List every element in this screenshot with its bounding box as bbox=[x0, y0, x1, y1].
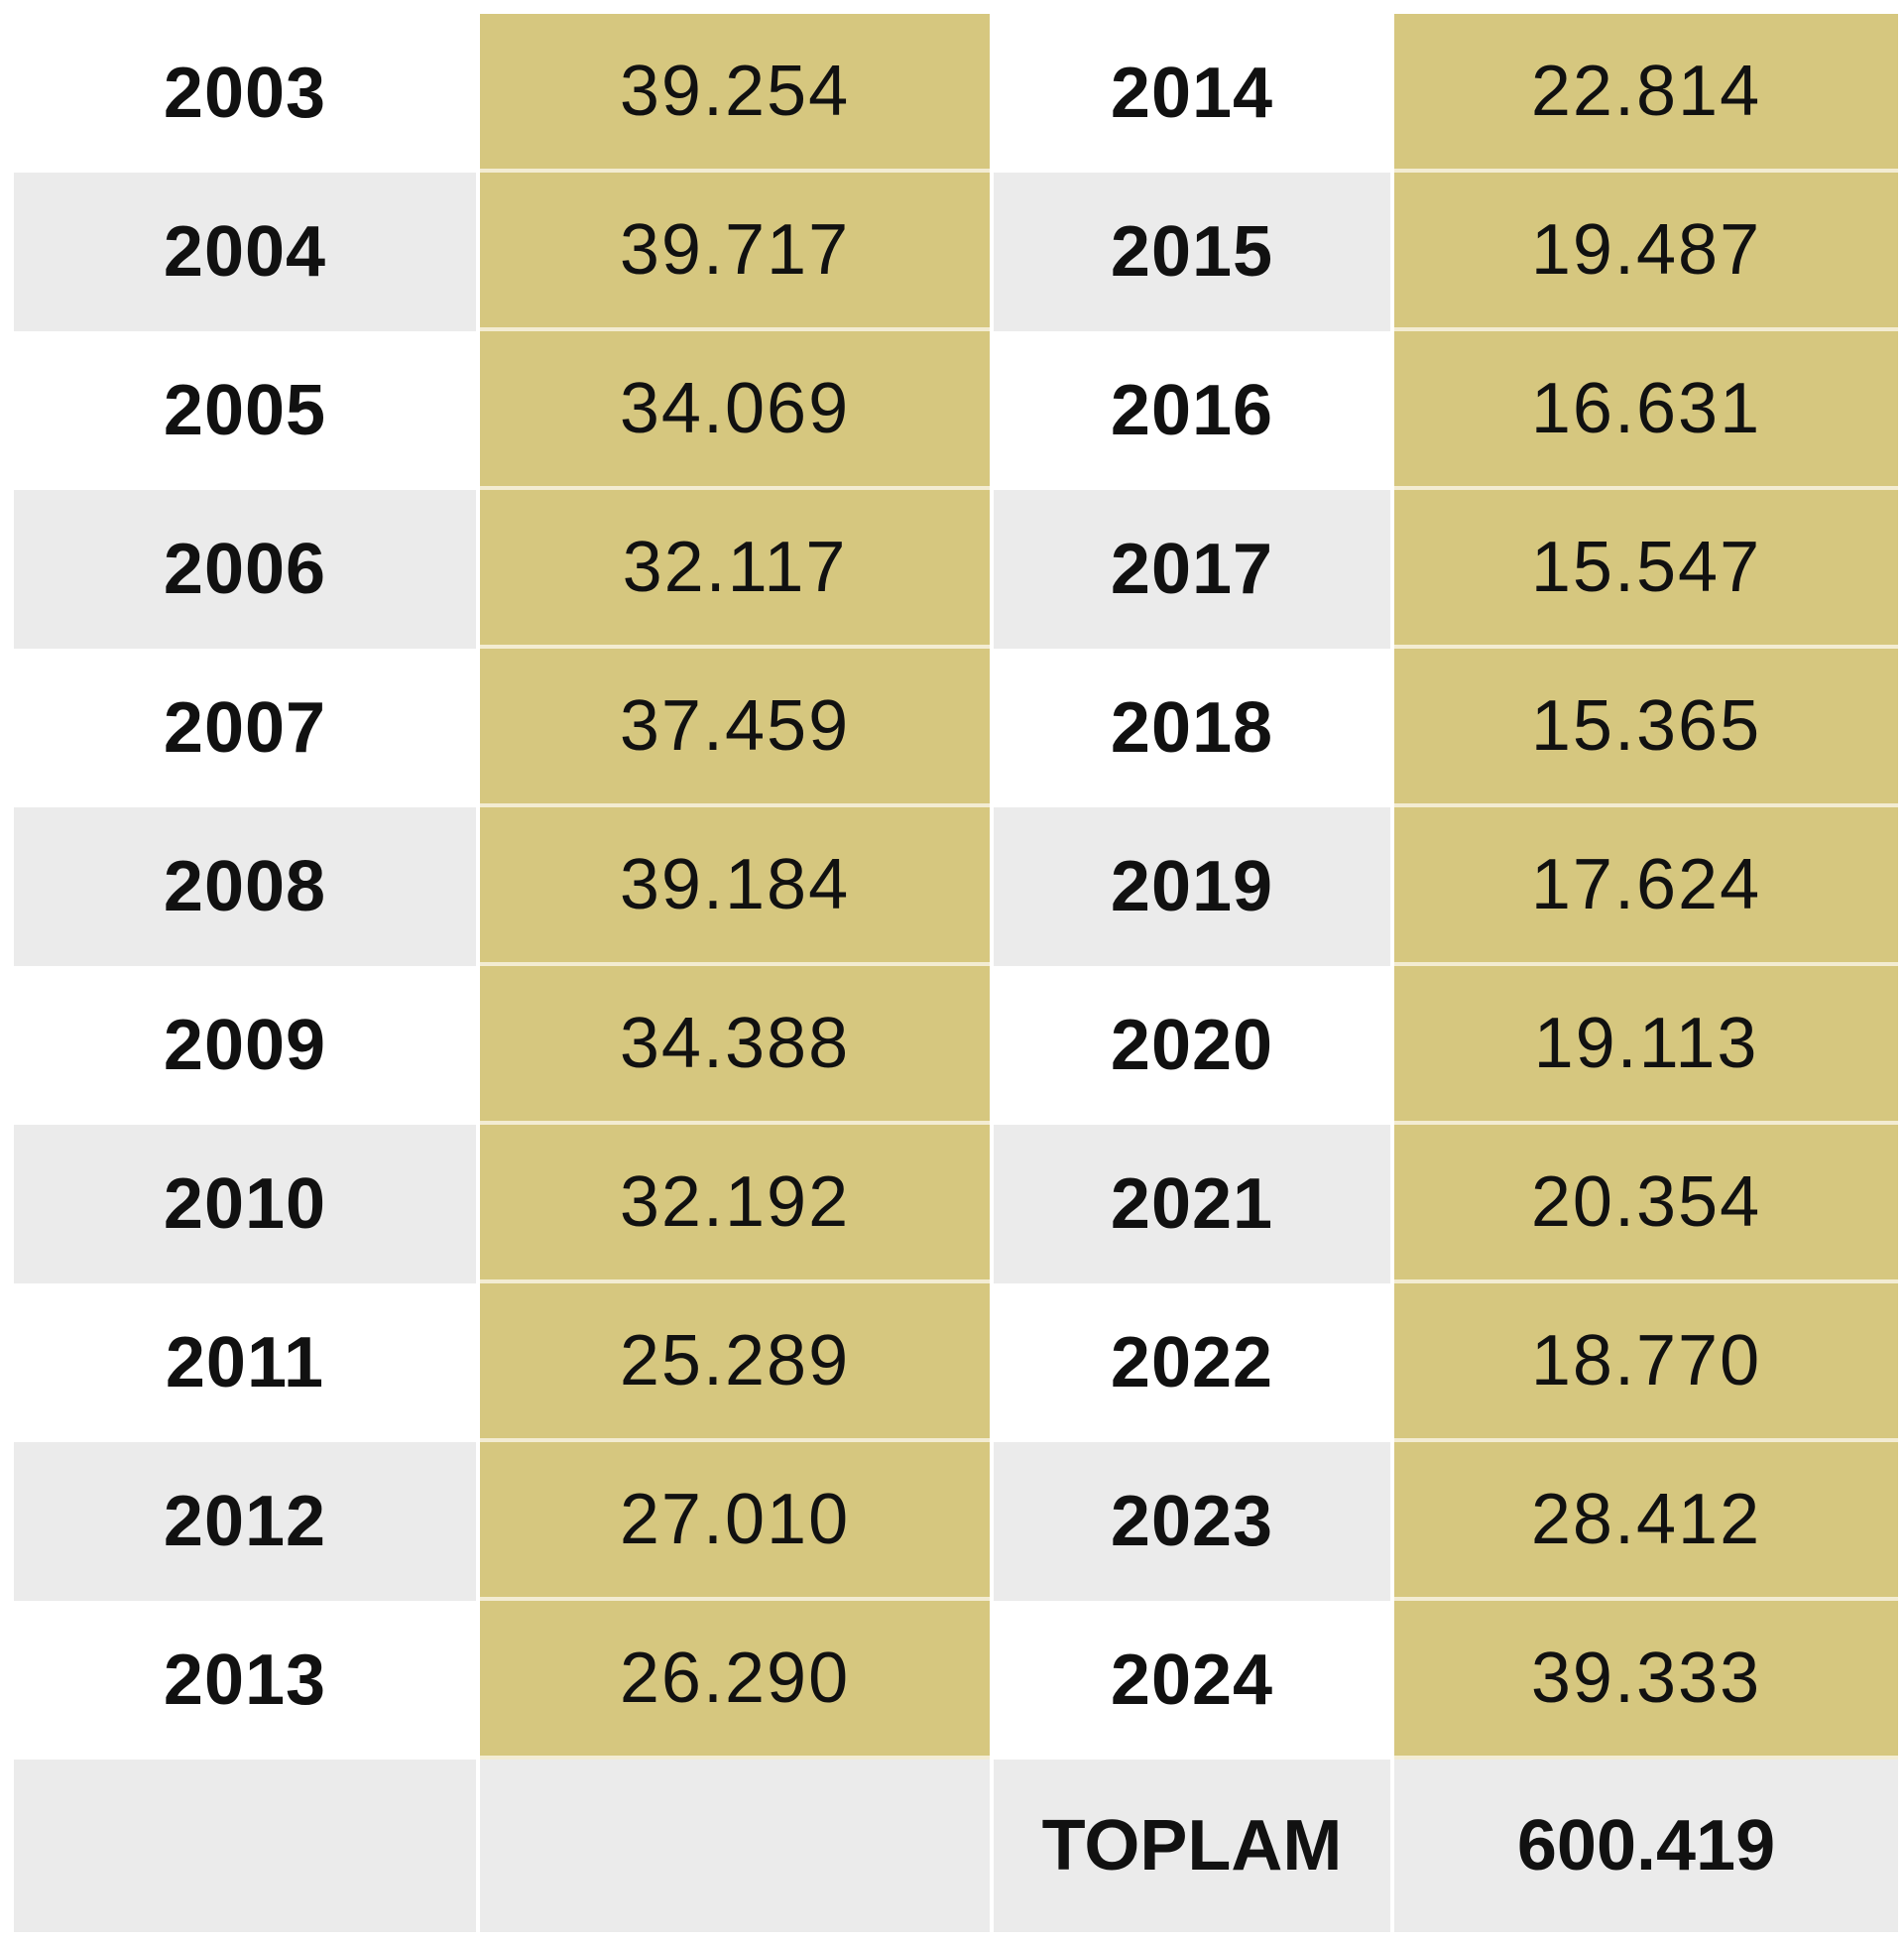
left-value-cell: 34.069 bbox=[480, 331, 990, 490]
left-year-cell: 2004 bbox=[14, 173, 476, 331]
left-year-cell: 2008 bbox=[14, 807, 476, 966]
left-value-cell: 26.290 bbox=[480, 1601, 990, 1760]
left-value-cell: 25.289 bbox=[480, 1283, 990, 1442]
left-value-cell: 32.192 bbox=[480, 1125, 990, 1283]
left-year-cell: 2012 bbox=[14, 1442, 476, 1601]
right-value-cell: 17.624 bbox=[1394, 807, 1898, 966]
left-year-cell: 2007 bbox=[14, 649, 476, 807]
right-year-cell: 2021 bbox=[994, 1125, 1390, 1283]
right-value-cell: 19.487 bbox=[1394, 173, 1898, 331]
right-year-cell: 2018 bbox=[994, 649, 1390, 807]
empty-cell bbox=[480, 1760, 990, 1932]
right-value-cell: 20.354 bbox=[1394, 1125, 1898, 1283]
right-year-cell: 2016 bbox=[994, 331, 1390, 490]
left-value-cell: 34.388 bbox=[480, 966, 990, 1125]
left-year-cell: 2010 bbox=[14, 1125, 476, 1283]
right-value-cell: 22.814 bbox=[1394, 14, 1898, 173]
left-value-cell: 27.010 bbox=[480, 1442, 990, 1601]
empty-cell bbox=[14, 1760, 476, 1932]
right-year-cell: 2020 bbox=[994, 966, 1390, 1125]
left-year-cell: 2009 bbox=[14, 966, 476, 1125]
right-value-cell: 18.770 bbox=[1394, 1283, 1898, 1442]
left-value-cell: 39.184 bbox=[480, 807, 990, 966]
right-value-cell: 39.333 bbox=[1394, 1601, 1898, 1760]
right-year-cell: 2022 bbox=[994, 1283, 1390, 1442]
left-year-cell: 2003 bbox=[14, 14, 476, 173]
right-year-cell: 2017 bbox=[994, 490, 1390, 649]
right-year-cell: 2014 bbox=[994, 14, 1390, 173]
right-value-cell: 16.631 bbox=[1394, 331, 1898, 490]
total-label: TOPLAM bbox=[994, 1760, 1390, 1932]
right-year-cell: 2019 bbox=[994, 807, 1390, 966]
yearly-values-table: 2003 39.254 2014 22.814 2004 39.717 2015… bbox=[14, 14, 1898, 1932]
left-value-cell: 37.459 bbox=[480, 649, 990, 807]
right-year-cell: 2015 bbox=[994, 173, 1390, 331]
left-value-cell: 39.254 bbox=[480, 14, 990, 173]
left-year-cell: 2011 bbox=[14, 1283, 476, 1442]
right-year-cell: 2023 bbox=[994, 1442, 1390, 1601]
right-value-cell: 15.365 bbox=[1394, 649, 1898, 807]
left-value-cell: 32.117 bbox=[480, 490, 990, 649]
right-value-cell: 15.547 bbox=[1394, 490, 1898, 649]
left-year-cell: 2005 bbox=[14, 331, 476, 490]
left-value-cell: 39.717 bbox=[480, 173, 990, 331]
right-value-cell: 28.412 bbox=[1394, 1442, 1898, 1601]
left-year-cell: 2006 bbox=[14, 490, 476, 649]
left-year-cell: 2013 bbox=[14, 1601, 476, 1760]
total-value: 600.419 bbox=[1394, 1760, 1898, 1932]
right-value-cell: 19.113 bbox=[1394, 966, 1898, 1125]
right-year-cell: 2024 bbox=[994, 1601, 1390, 1760]
